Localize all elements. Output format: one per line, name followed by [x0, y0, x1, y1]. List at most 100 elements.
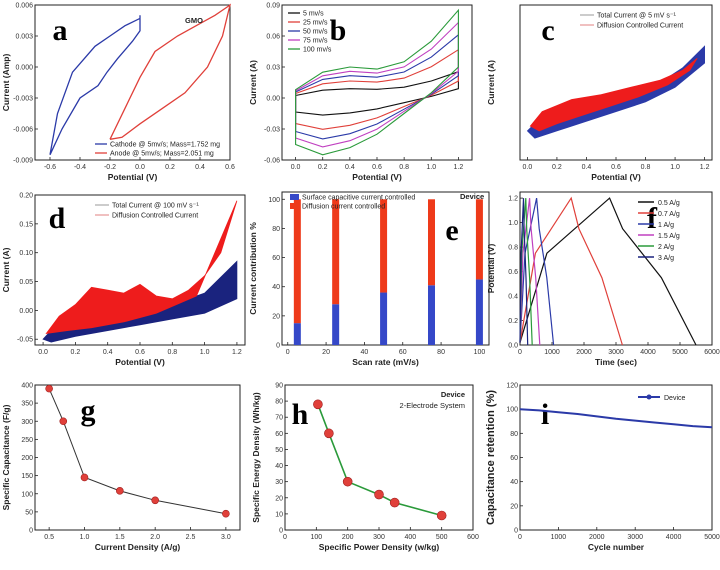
- x-tick-label: 0.6: [135, 349, 145, 356]
- x-tick-label: 300: [373, 534, 385, 541]
- legend-entry: Total Current @ 100 mV s⁻¹: [112, 203, 199, 210]
- legend-entry: 25 mv/s: [303, 20, 328, 27]
- y-tick-label: 0.00: [19, 308, 33, 315]
- y-tick-label: 20: [275, 495, 283, 502]
- x-tick-label: 3000: [608, 349, 624, 356]
- x-tick-label: 1.2: [700, 164, 710, 171]
- x-tick-label: 0.6: [372, 164, 382, 171]
- panel-a: -0.6 -0.4 -0.2 0.0 0.2 0.4 0.6 -0.009 -0.006 -0.0…: [1, 3, 235, 183]
- panel-d: 0.0 0.2 0.4 0.6 0.8 1.0 1.2 -0.05 0.00 0.05 0.10 0.…: [1, 193, 246, 367]
- y-tick-label: 80: [272, 226, 280, 233]
- x-tick-label: 0.6: [611, 164, 621, 171]
- x-tick-label: 500: [436, 534, 448, 541]
- series-loop-1: [295, 48, 459, 130]
- x-tick-label: 0: [283, 534, 287, 541]
- y-tick-label: -0.06: [264, 158, 280, 165]
- y-tick-label: 60: [275, 431, 283, 438]
- legend-entry: Anode @ 5mv/s; Mass=2.051 mg: [110, 151, 214, 158]
- x-tick-label: 1.2: [232, 349, 242, 356]
- x-tick-label: 1.0: [200, 349, 210, 356]
- legend-entry: Cathode @ 5mv/s; Mass=1.752 mg: [110, 142, 220, 149]
- data-point-3: [374, 489, 384, 500]
- y-tick-label: 0.06: [266, 34, 280, 41]
- panel-f: 0 1000 2000 3000 4000 5000 6000 0.0 0.2 0.4 0.6 0.8…: [486, 191, 720, 367]
- y-tick-label: 100: [268, 197, 280, 204]
- y-tick-label: 10: [275, 511, 283, 518]
- y-tick-label: 0: [276, 343, 280, 350]
- y-tick-label: 0.09: [266, 3, 280, 10]
- annotation: Device: [441, 390, 465, 399]
- y-axis-label: Current (A): [1, 247, 11, 292]
- y-tick-label: -0.009: [13, 158, 33, 165]
- y-tick-label: -0.03: [264, 127, 280, 134]
- x-axis-label: Scan rate (mV/s): [352, 357, 419, 367]
- y-tick-label: 150: [21, 473, 33, 480]
- bar-0-2: [380, 292, 388, 345]
- legend-entry: 100 mv/s: [303, 47, 332, 54]
- x-tick-label: 0.8: [399, 164, 409, 171]
- x-axis-label: Potential (V): [108, 172, 158, 182]
- series-line: [48, 388, 226, 515]
- y-tick-label: 0.20: [19, 193, 33, 200]
- x-tick-label: 0.2: [552, 164, 562, 171]
- y-tick-label: 60: [510, 455, 518, 462]
- x-tick-label: 2.5: [186, 534, 196, 541]
- legend-entry: 1.5 A/g: [658, 233, 680, 240]
- legend-entry: 2 A/g: [658, 244, 674, 251]
- x-tick-label: 3000: [627, 534, 643, 541]
- x-axis-label: Potential (V): [115, 357, 165, 367]
- x-tick-label: 100: [310, 534, 322, 541]
- series-loop-2: [295, 33, 459, 140]
- x-tick-label: -0.2: [104, 164, 116, 171]
- y-tick-label: 400: [21, 383, 33, 390]
- panel-label: g: [81, 394, 96, 427]
- x-tick-label: 2000: [576, 349, 592, 356]
- series-line-1: [519, 196, 623, 346]
- y-tick-label: 0.006: [15, 3, 33, 10]
- panel-g: 0.5 1.0 1.5 2.0 2.5 3.0 0 50 100 150 200 250 300 350 4…: [1, 383, 241, 552]
- x-tick-label: 0.5: [44, 534, 54, 541]
- panel-label: a: [53, 14, 68, 47]
- y-tick-label: 40: [510, 479, 518, 486]
- x-tick-label: 1.5: [115, 534, 125, 541]
- y-tick-label: 0.2: [508, 318, 518, 325]
- x-tick-label: 400: [404, 534, 416, 541]
- x-tick-label: 0.0: [135, 164, 145, 171]
- x-tick-label: 0: [286, 349, 290, 356]
- y-axis-label: Current (A): [486, 60, 496, 105]
- y-tick-label: 30: [275, 479, 283, 486]
- y-tick-label: 250: [21, 437, 33, 444]
- legend-swatch: [290, 203, 299, 209]
- panel-label: b: [330, 14, 347, 47]
- x-tick-label: 40: [361, 349, 369, 356]
- panel-e: 0 20 40 60 80 100 0 20 40 60 80 100 Scan rate (mV/s)…: [248, 191, 490, 367]
- series-loop-0: [295, 70, 459, 116]
- series-line-2: [519, 197, 555, 346]
- y-axis-label: Current contribution %: [248, 222, 258, 315]
- x-tick-label: 0.2: [318, 164, 328, 171]
- panel-label: h: [292, 398, 309, 431]
- y-tick-label: 0: [514, 528, 518, 535]
- x-tick-label: -0.6: [44, 164, 56, 171]
- x-tick-label: 1.0: [80, 534, 90, 541]
- panel-i: 0 1000 2000 3000 4000 5000 0 20 40 60 80 100 120 Cycl…: [485, 383, 720, 553]
- y-tick-label: 50: [25, 509, 33, 516]
- y-tick-label: 40: [275, 463, 283, 470]
- x-tick-label: 2.0: [150, 534, 160, 541]
- x-axis-label: Specific Power Density (w/kg): [319, 542, 440, 552]
- plot-frame: [34, 384, 241, 531]
- x-tick-label: 1.0: [426, 164, 436, 171]
- y-tick-label: 40: [272, 284, 280, 291]
- data-point-5: [436, 510, 447, 521]
- data-point-3: [116, 487, 124, 495]
- legend-entry: Diffusion current controlled: [302, 204, 385, 211]
- bar-1-4: [475, 199, 483, 280]
- panel-label: f: [647, 202, 658, 235]
- legend-entry: 0.5 A/g: [658, 200, 680, 207]
- y-tick-label: 80: [275, 399, 283, 406]
- data-point-5: [222, 509, 230, 518]
- series-line-0: [49, 15, 141, 156]
- x-tick-label: 100: [474, 349, 486, 356]
- series-area-1: [529, 57, 698, 132]
- data-point-4: [151, 496, 159, 505]
